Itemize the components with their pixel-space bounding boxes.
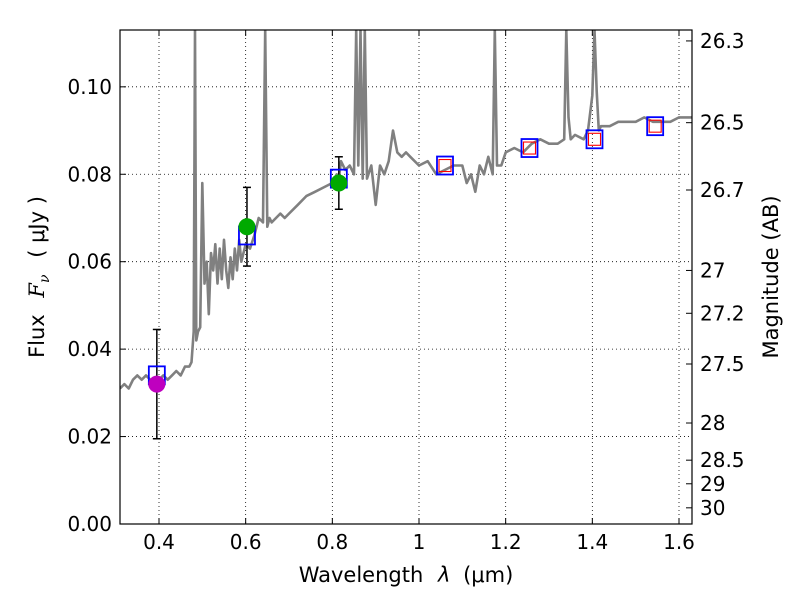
y2-tick-label: 30 (700, 496, 725, 520)
y-axis-label-symbol: F (25, 282, 49, 299)
x-tick-label: 1.2 (490, 530, 522, 554)
x-tick-label: 0.8 (316, 530, 348, 554)
x-tick-label: 1.4 (576, 530, 608, 554)
y2-tick-label: 26.5 (700, 111, 745, 135)
observed-photometry-point (238, 218, 256, 236)
y-axis-label-unit: ( μJy ) (25, 196, 49, 258)
y2-tick-label: 27 (700, 258, 725, 282)
x-axis-label-prefix: Wavelength (299, 563, 424, 587)
model-photometry-square (436, 155, 454, 176)
y2-tick-label: 27.2 (700, 301, 745, 325)
model-photometry-square (520, 138, 539, 158)
y2-axis-label: Magnitude (AB) (759, 195, 783, 358)
y2-tick-label: 27.5 (700, 352, 745, 376)
y-tick-label: 0.04 (67, 337, 112, 361)
y-axis-label: Flux Fν ( μJy ) (25, 196, 54, 358)
x-tick-label: 1 (413, 530, 426, 554)
y2-tick-label: 28 (700, 411, 725, 435)
y-tick-label: 0.08 (67, 162, 112, 186)
model-photometry-square (585, 129, 604, 150)
expected-photometry-square (522, 141, 537, 155)
y-axis-label-subscript: ν (37, 274, 53, 283)
y-tick-label: 0.02 (67, 425, 112, 449)
y-axis-label-prefix: Flux (25, 314, 49, 358)
x-axis-label-unit: (μm) (463, 563, 513, 587)
expected-photometry-square (648, 119, 662, 133)
y-tick-label: 0.00 (67, 512, 112, 536)
y2-tick-label: 26.3 (700, 29, 745, 53)
observed-photometry-point (330, 174, 348, 192)
model-photometry-square (646, 116, 665, 137)
y-tick-label: 0.10 (67, 75, 112, 99)
x-axis-label: Wavelength λ (μm) (299, 563, 514, 587)
markers (147, 116, 665, 393)
x-tick-label: 0.6 (230, 530, 262, 554)
y2-tick-label: 29 (700, 472, 725, 496)
x-tick-label: 1.6 (663, 530, 695, 554)
x-axis-label-symbol: λ (437, 563, 450, 587)
ticks: 0.4 0.6 0.8 1 1.2 1.4 1.6 0.00 0.02 0.04 0.06 0.08 0… (67, 29, 744, 554)
plot-frame (119, 29, 693, 525)
expected-photometry-square (438, 158, 452, 173)
y-tick-label: 0.06 (67, 250, 112, 274)
x-tick-label: 0.4 (143, 530, 175, 554)
y2-tick-label: 26.7 (700, 178, 745, 202)
y2-tick-label: 28.5 (700, 448, 745, 472)
expected-photometry-square (587, 132, 602, 146)
observed-photometry-point (148, 375, 166, 393)
